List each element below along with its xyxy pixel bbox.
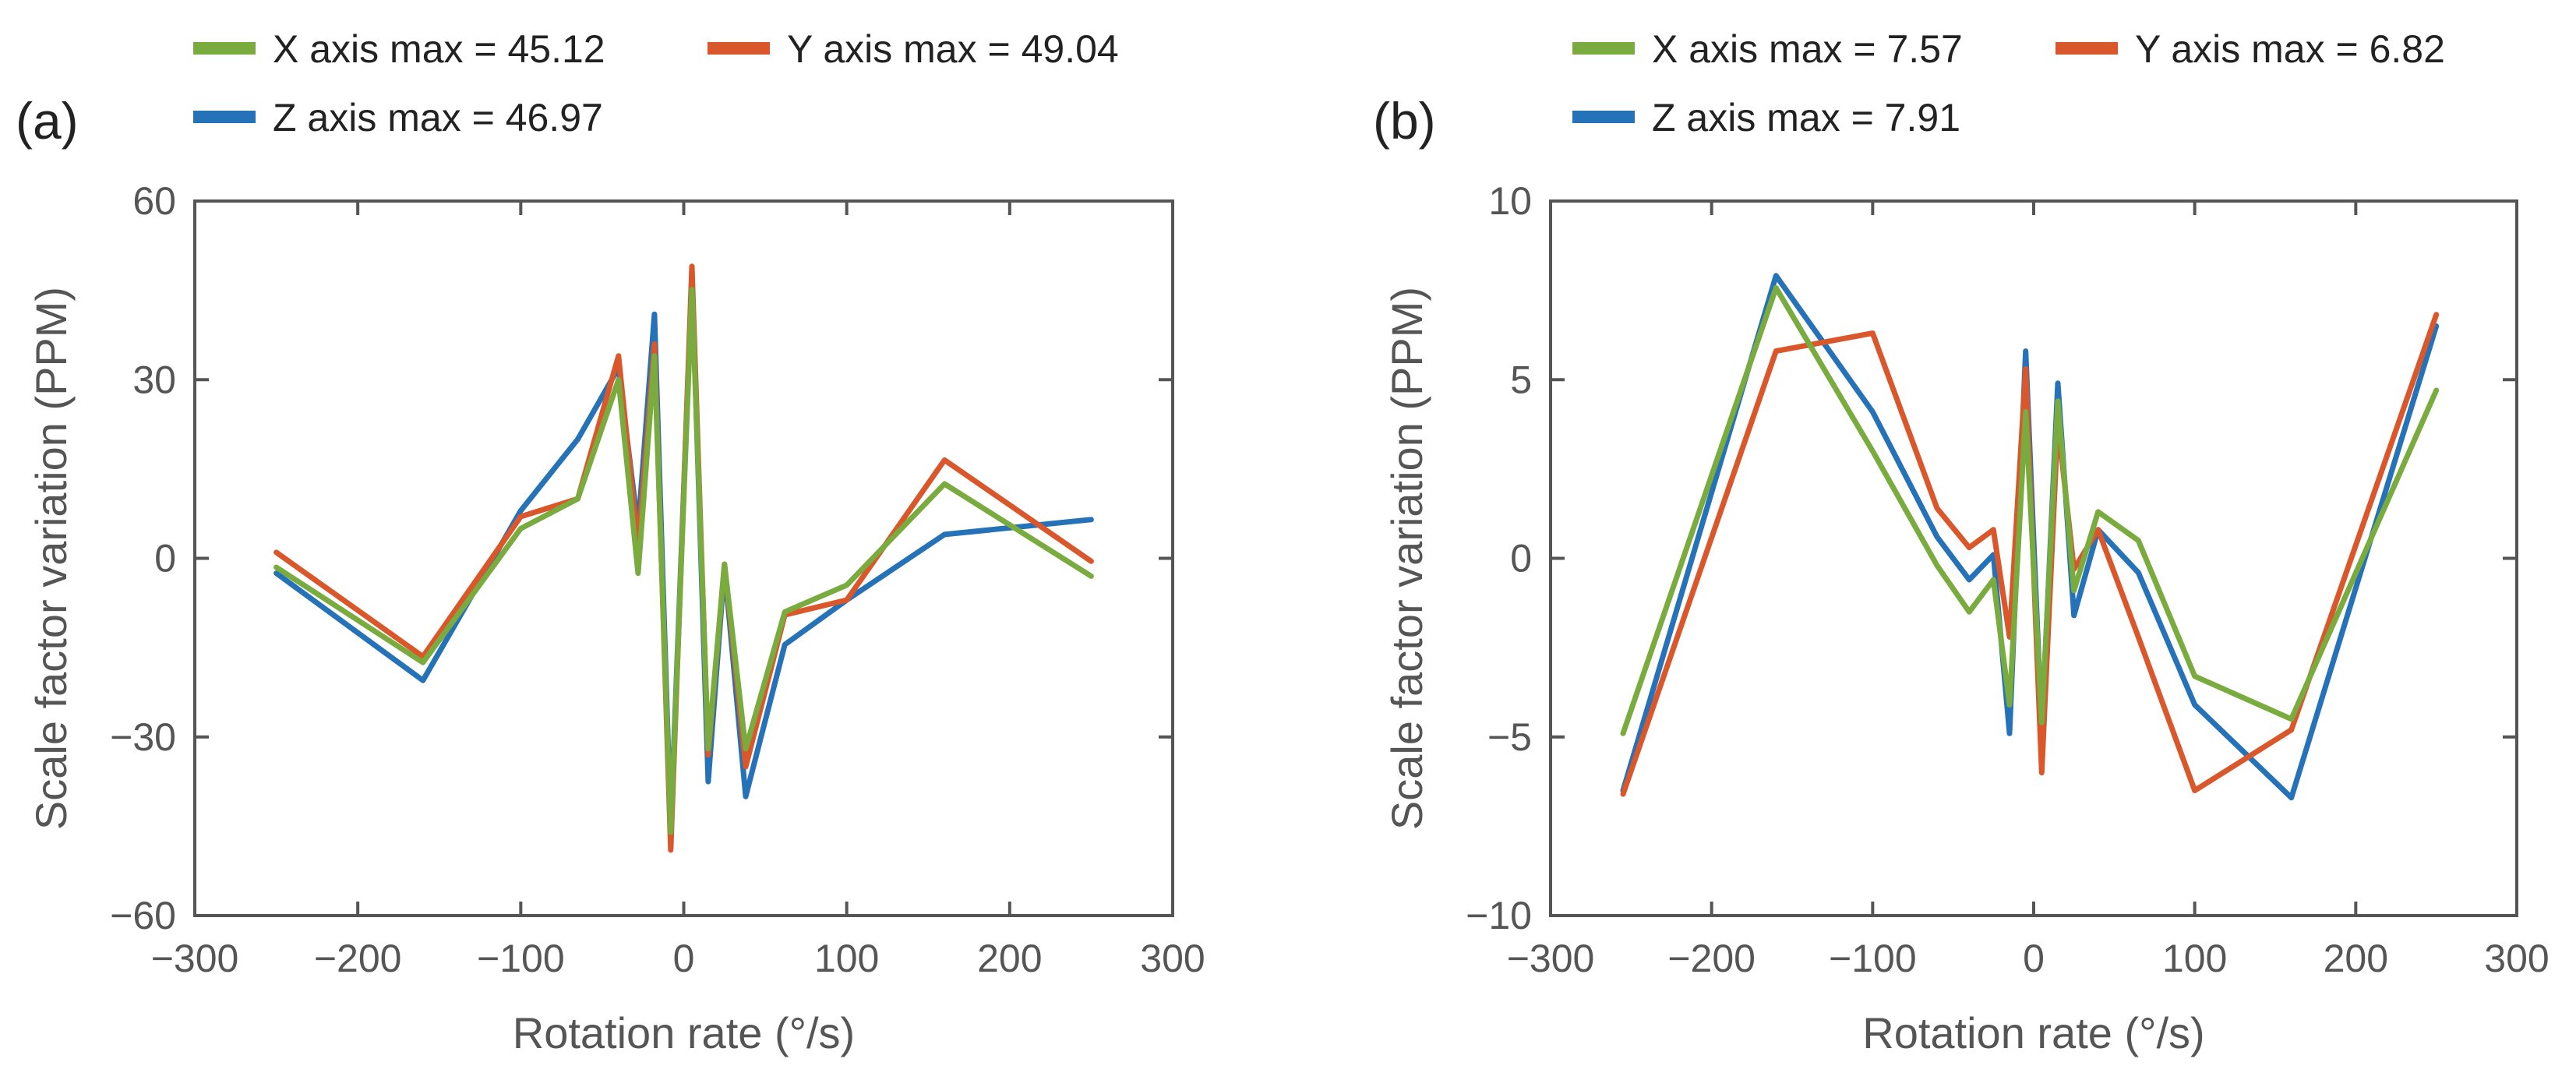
- y-tick-label: 10: [1488, 179, 1532, 223]
- x-tick-label: 200: [977, 937, 1042, 980]
- x-tick-label: −100: [477, 937, 565, 980]
- y-tick-label: −5: [1487, 715, 1532, 759]
- y-axis-label: Scale factor variation (PPM): [1382, 287, 1431, 830]
- y-tick-label: −30: [110, 715, 176, 759]
- y-tick-label: 60: [132, 179, 176, 223]
- series-line-x-axis: [273, 287, 1094, 835]
- x-tick-label: 300: [1140, 937, 1205, 980]
- legend-entry: X axis max = 45.12: [273, 27, 605, 71]
- legend: X axis max = 45.12 Y axis max = 49.04 Z ax…: [193, 27, 1119, 139]
- y-tick-label: −10: [1466, 894, 1532, 937]
- legend-entry: Z axis max = 7.91: [1652, 96, 1960, 139]
- y-tick-label: 0: [1510, 537, 1532, 581]
- legend-entry: Y axis max = 49.04: [787, 27, 1119, 71]
- x-tick-label: 100: [814, 937, 879, 980]
- panel-label: (b): [1373, 92, 1436, 150]
- chart-panel-a: −300 −200 −100 0 100 200 300−60−3003060Rotatio…: [16, 27, 1205, 1057]
- series-line-x-axis: [1620, 284, 2440, 736]
- y-axis-label: Scale factor variation (PPM): [26, 287, 76, 830]
- y-tick-label: 30: [132, 358, 176, 401]
- x-tick-label: 0: [2023, 937, 2045, 980]
- legend: X axis max = 7.57 Y axis max = 6.82 Z axis…: [1572, 27, 2445, 139]
- x-tick-label: 200: [2324, 937, 2388, 980]
- chart-panel-b: −300 −200 −100 0 100 200 300 −10 −5 0 5 10 Rotation …: [1373, 27, 2550, 1057]
- y-tick-label: −60: [110, 894, 176, 937]
- panel-label: (a): [16, 92, 79, 150]
- x-tick-label: −200: [1667, 937, 1756, 980]
- y-tick-label: 0: [154, 537, 176, 581]
- x-tick-label: 100: [2162, 937, 2227, 980]
- x-tick-label: 0: [673, 937, 695, 980]
- x-tick-label: −300: [151, 937, 239, 980]
- x-axis-label: Rotation rate (°/s): [513, 1008, 855, 1057]
- x-tick-label: 300: [2484, 937, 2549, 980]
- x-tick-label: −200: [314, 937, 402, 980]
- legend-entry: X axis max = 7.57: [1652, 27, 1963, 71]
- legend-entry: Y axis max = 6.82: [2135, 27, 2445, 71]
- x-axis-label: Rotation rate (°/s): [1862, 1008, 2204, 1057]
- x-tick-label: −100: [1829, 937, 1917, 980]
- legend-entry: Z axis max = 46.97: [273, 96, 603, 139]
- y-tick-label: 5: [1510, 358, 1532, 401]
- x-tick-label: −300: [1507, 937, 1595, 980]
